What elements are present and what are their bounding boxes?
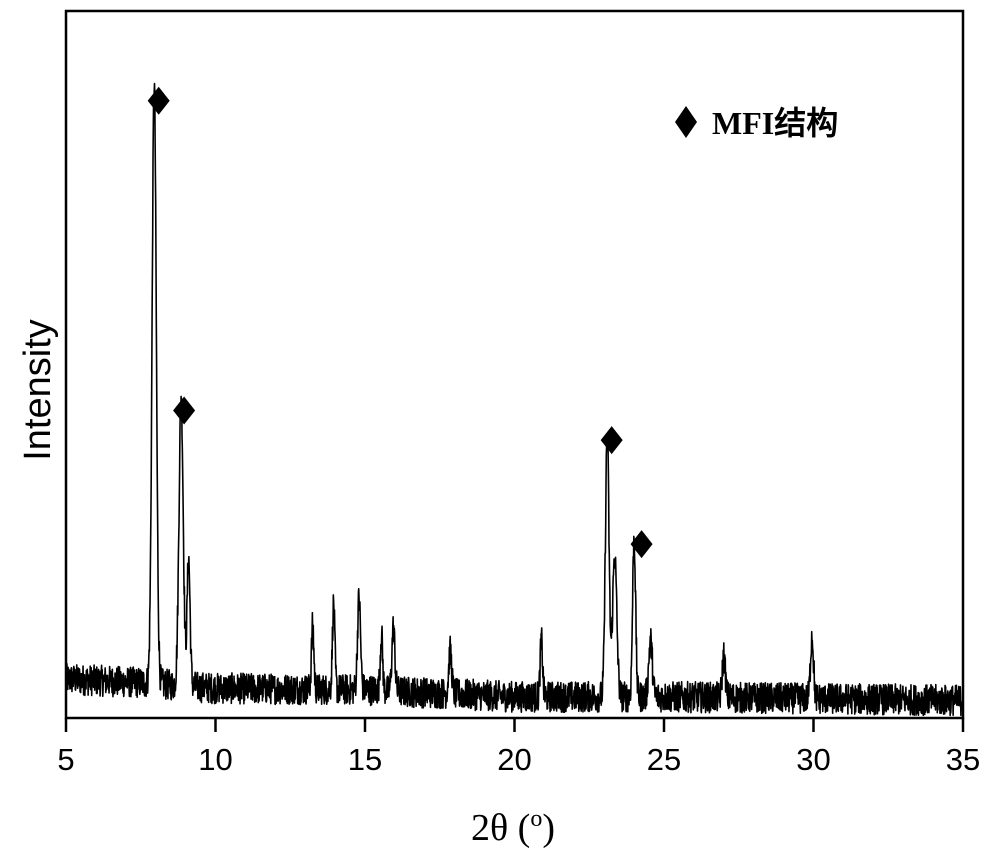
legend-diamond-icon: [675, 106, 697, 138]
x-axis-ticks: 5 10 15 20 25 30 35: [57, 718, 980, 777]
legend: MFI结构: [675, 105, 838, 141]
x-tick-label: 35: [946, 742, 980, 777]
x-tick-label: 20: [497, 742, 531, 777]
legend-label: MFI结构: [712, 105, 838, 141]
x-tick-label: 30: [796, 742, 830, 777]
x-axis-label-main: 2θ (: [471, 807, 530, 849]
x-axis-label-degree: o: [530, 806, 542, 832]
x-tick-label: 5: [57, 742, 74, 777]
mfi-peak-diamond-marker: [630, 530, 653, 559]
plot-layer: [65, 82, 964, 717]
x-axis-label-close: ): [542, 807, 555, 849]
mfi-peak-diamond-marker: [147, 86, 170, 115]
x-tick-label: 15: [348, 742, 382, 777]
x-axis-label: 2θ (o): [471, 806, 555, 849]
x-tick-label: 10: [198, 742, 232, 777]
x-tick-label: 25: [647, 742, 681, 777]
xrd-pattern-line: [65, 82, 964, 717]
mfi-peak-diamond-marker: [173, 396, 196, 425]
mfi-peak-diamond-marker: [600, 426, 623, 455]
y-axis-label: Intensity: [17, 319, 59, 461]
